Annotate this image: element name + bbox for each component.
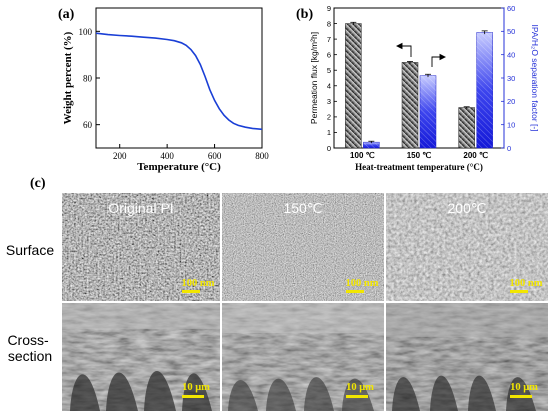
scale-bar-cross-200: 10 μm xyxy=(510,382,538,398)
svg-text:10 μm: 10 μm xyxy=(346,382,374,393)
sem-cross-original xyxy=(62,303,220,411)
row-label-surface: Surface xyxy=(6,242,54,258)
left-y-tick-label: 1 xyxy=(327,128,331,137)
panel-a-y-ticks: 60 80 100 xyxy=(79,27,100,130)
sem-cross-200 xyxy=(386,303,548,411)
scale-bar-surface-200: 100 nm xyxy=(510,278,543,293)
panel-a-x-axis-label: Temperature (°C) xyxy=(137,161,221,173)
left-y-tick-label: 3 xyxy=(327,97,331,106)
panel-c-tag: (c) xyxy=(30,176,46,191)
svg-text:100 nm: 100 nm xyxy=(510,278,543,289)
sem-surface-150 xyxy=(222,193,384,301)
panel-a: (a) 60 80 100 200 400 600 800 Temperature (°C… xyxy=(58,7,269,173)
panel-b: (b) 0 1 2 3 4 5 6 7 8 9 0 10 20 30 40 50 60 100 ℃ 150 ℃ 2… xyxy=(296,4,540,172)
left-y-tick-label: 8 xyxy=(327,19,331,28)
category-label: 100 ℃ xyxy=(350,151,375,160)
right-y-tick-label: 20 xyxy=(507,97,515,106)
panel-b-left-axis-label: Permeation flux [kg/m²h] xyxy=(309,32,319,124)
column-label-200: 200℃ xyxy=(447,200,486,216)
left-y-tick-label: 4 xyxy=(327,82,331,91)
y-tick-label: 80 xyxy=(83,74,93,84)
scale-bar-surface-150: 100 nm xyxy=(346,278,379,293)
panel-b-x-axis-label: Heat-treatment temperature (°C) xyxy=(355,162,483,172)
right-y-tick-label: 10 xyxy=(507,120,515,129)
svg-text:100 nm: 100 nm xyxy=(346,278,379,289)
panel-b-right-axis-label: IPA/H₂O separation factor [-] xyxy=(530,24,540,131)
x-tick-label: 200 xyxy=(113,151,127,161)
left-y-tick-label: 2 xyxy=(327,113,331,122)
right-y-tick-label: 0 xyxy=(507,144,511,153)
panel-c: (c) Surface Cross- section xyxy=(6,176,548,411)
x-tick-label: 400 xyxy=(160,151,174,161)
left-y-tick-label: 9 xyxy=(327,4,331,13)
separation-factor-bar-hatch xyxy=(363,142,380,148)
scale-bar-cross-150: 10 μm xyxy=(346,382,374,398)
panel-b-left-y-ticks: 0 1 2 3 4 5 6 7 8 9 xyxy=(327,4,337,153)
panel-a-y-axis-label: Weight percent (%) xyxy=(62,31,74,124)
svg-text:100 nm: 100 nm xyxy=(182,278,215,289)
sem-surface-original xyxy=(62,193,220,301)
panel-a-tag: (a) xyxy=(58,7,75,22)
left-y-tick-label: 7 xyxy=(327,35,331,44)
flux-bar xyxy=(458,107,475,149)
column-label-150: 150℃ xyxy=(283,200,322,216)
panel-a-weight-curve xyxy=(96,32,262,131)
left-y-tick-label: 0 xyxy=(327,144,331,153)
column-label-original: Original PI xyxy=(108,200,173,216)
scale-bar-surface-original: 100 nm xyxy=(182,278,215,293)
left-y-tick-label: 5 xyxy=(327,66,331,75)
separation-factor-bar-hatch xyxy=(420,75,436,148)
y-tick-label: 100 xyxy=(79,27,93,37)
panel-a-plot-frame xyxy=(95,7,263,149)
panel-b-category-labels: 100 ℃ 150 ℃ 200 ℃ xyxy=(350,151,488,160)
row-label-cross-section: Cross- section xyxy=(7,332,52,364)
y-tick-label: 60 xyxy=(83,120,93,130)
separation-factor-bar-hatch xyxy=(476,32,493,148)
svg-text:10 μm: 10 μm xyxy=(182,382,210,393)
panel-b-left-axis-arrow xyxy=(395,42,412,57)
scale-bar-cross-original: 10 μm xyxy=(182,382,210,398)
flux-bar xyxy=(345,23,362,149)
svg-text:10 μm: 10 μm xyxy=(510,382,538,393)
sem-cross-150 xyxy=(222,303,384,411)
panel-b-right-y-ticks: 0 10 20 30 40 50 60 xyxy=(501,4,515,153)
right-y-tick-label: 50 xyxy=(507,27,515,36)
panel-b-right-axis-arrow xyxy=(431,53,447,67)
panel-b-tag: (b) xyxy=(296,7,313,22)
panel-b-bars xyxy=(345,21,493,149)
right-y-tick-label: 40 xyxy=(507,50,515,59)
right-y-tick-label: 60 xyxy=(507,4,515,13)
x-tick-label: 800 xyxy=(255,151,269,161)
flux-bar xyxy=(401,62,419,149)
panel-a-x-ticks: 200 400 600 800 xyxy=(113,144,269,161)
category-label: 150 ℃ xyxy=(407,151,432,160)
x-tick-label: 600 xyxy=(208,151,222,161)
right-y-tick-label: 30 xyxy=(507,74,515,83)
sem-surface-200 xyxy=(386,193,548,301)
left-y-tick-label: 6 xyxy=(327,50,331,59)
category-label: 200 ℃ xyxy=(463,151,488,160)
